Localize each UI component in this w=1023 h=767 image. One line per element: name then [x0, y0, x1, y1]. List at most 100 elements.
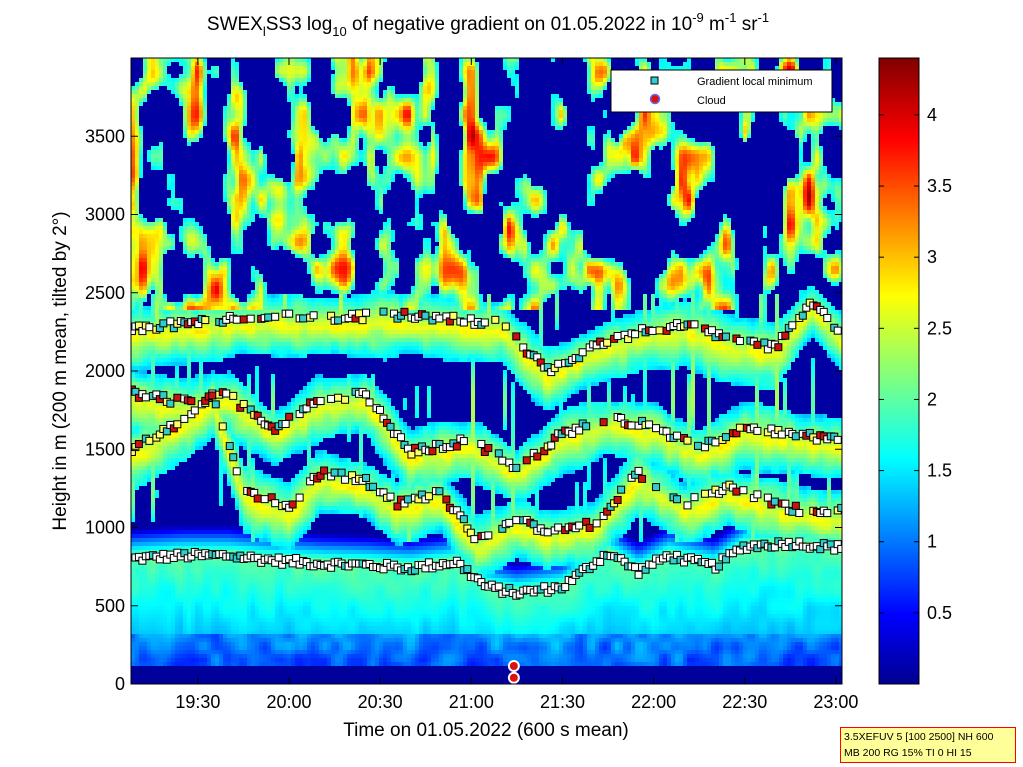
heatmap-cell [283, 518, 288, 523]
heatmap-cell [219, 462, 224, 467]
heatmap-cell [155, 498, 160, 527]
heatmap-cell [291, 486, 296, 491]
heatmap-cell [287, 654, 292, 659]
heatmap-cell [271, 618, 276, 623]
heatmap-cell [307, 70, 312, 75]
heatmap-cell [267, 202, 272, 207]
heatmap-cell [231, 254, 236, 295]
heatmap-cell [287, 534, 292, 539]
heatmap-cell [171, 582, 176, 587]
heatmap-cell [159, 366, 164, 375]
heatmap-cell [267, 218, 272, 223]
heatmap-cell [215, 654, 220, 659]
heatmap-cell [251, 278, 256, 283]
heatmap-cell [175, 418, 180, 423]
heatmap-cell [243, 306, 248, 311]
heatmap-cell [247, 310, 252, 315]
heatmap-cell [307, 114, 312, 119]
heatmap-cell [195, 526, 200, 531]
heatmap-cell [171, 574, 176, 579]
heatmap-cell [291, 238, 296, 243]
heatmap-cell [135, 198, 140, 203]
heatmap-cell [215, 650, 220, 655]
heatmap-cell [295, 222, 300, 227]
heatmap-cell [183, 118, 188, 123]
heatmap-cell [151, 90, 156, 147]
heatmap-cell [175, 334, 180, 339]
heatmap-cell [279, 610, 284, 619]
heatmap-cell [231, 486, 236, 491]
heatmap-cell [255, 150, 260, 155]
heatmap-cell [135, 94, 140, 99]
heatmap-cell [259, 202, 264, 207]
heatmap-cell [259, 470, 264, 475]
heatmap-cell [187, 542, 192, 547]
heatmap-cell [179, 342, 184, 347]
heatmap-cell [263, 218, 268, 283]
heatmap-cell [307, 234, 312, 239]
heatmap-cell [199, 130, 204, 135]
heatmap-cell [179, 638, 184, 643]
heatmap-cell [275, 438, 280, 443]
heatmap-cell [187, 550, 192, 555]
heatmap-cell [171, 450, 176, 455]
heatmap-cell [231, 306, 236, 311]
heatmap-cell [151, 282, 156, 287]
heatmap-cell [299, 298, 304, 303]
heatmap-cell [259, 646, 264, 651]
heatmap-cell [187, 426, 192, 431]
heatmap-cell [179, 450, 184, 455]
heatmap-cell [195, 326, 200, 331]
heatmap-cell [271, 578, 276, 583]
heatmap-cell [199, 582, 204, 587]
heatmap-cell [203, 590, 208, 595]
heatmap-cell [151, 638, 156, 643]
heatmap-cell [191, 386, 196, 391]
heatmap-cell [135, 86, 140, 91]
heatmap-cell [295, 330, 300, 335]
heatmap-cell [211, 398, 216, 403]
heatmap-cell [239, 214, 244, 219]
heatmap-cell [271, 222, 276, 227]
heatmap-cell [167, 86, 172, 91]
heatmap-cell [135, 462, 140, 467]
heatmap-cell [307, 394, 312, 399]
heatmap-cell [299, 622, 304, 627]
heatmap-cell [175, 562, 180, 567]
heatmap-cell [299, 570, 304, 575]
heatmap-cell [175, 538, 180, 543]
heatmap-cell [143, 574, 148, 579]
heatmap-cell [283, 606, 288, 611]
heatmap-cell [203, 278, 208, 283]
heatmap-cell [271, 438, 276, 443]
heatmap-cell [199, 366, 204, 371]
heatmap-cell [307, 338, 312, 343]
heatmap-cell [267, 438, 272, 443]
heatmap-cell [207, 382, 212, 387]
heatmap-cell [143, 426, 148, 431]
heatmap-cell [175, 206, 180, 211]
heatmap-cell [199, 630, 204, 635]
heatmap-cell [159, 302, 164, 307]
heatmap-cell [163, 374, 168, 379]
heatmap-cell [247, 154, 252, 159]
heatmap-cell [163, 582, 168, 587]
heatmap-cell [223, 418, 228, 423]
heatmap-cell [199, 94, 204, 99]
heatmap-cell [275, 434, 280, 439]
heatmap-cell [287, 662, 292, 667]
heatmap-cell [259, 570, 264, 575]
heatmap-cell [155, 658, 160, 663]
heatmap-cell [243, 446, 248, 451]
heatmap-cell [175, 450, 180, 455]
heatmap-cell [271, 398, 276, 403]
heatmap-cell [195, 346, 200, 351]
heatmap-cell [243, 150, 248, 155]
heatmap-cell [295, 138, 300, 143]
heatmap-cell [307, 62, 312, 67]
heatmap-cell [291, 338, 296, 343]
heatmap-cell [239, 110, 244, 115]
heatmap-cell [231, 154, 236, 159]
heatmap-cell [235, 110, 240, 115]
heatmap-cell [299, 426, 304, 431]
